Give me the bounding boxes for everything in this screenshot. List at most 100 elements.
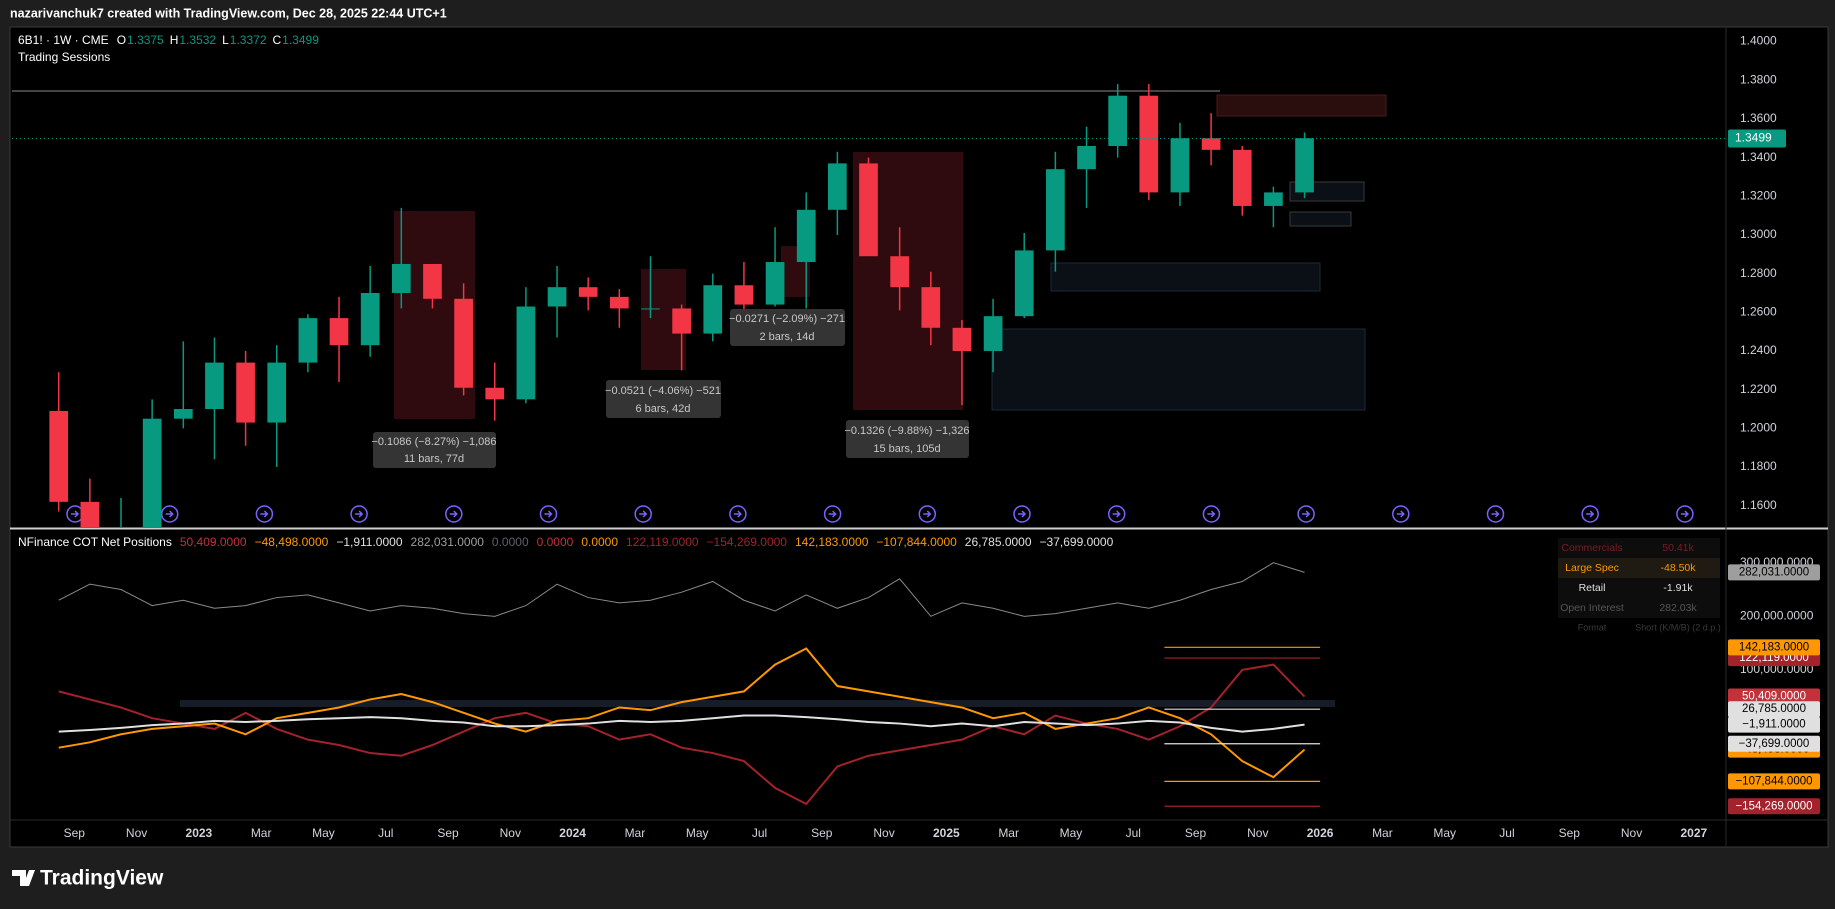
legend-text: C: [273, 33, 282, 47]
legend-text: 6B1! · 1W · CME: [18, 33, 109, 47]
candle-body: [578, 287, 598, 297]
candle-body: [298, 318, 318, 363]
candle-body: [267, 362, 287, 423]
session-icon-arrow: [355, 510, 364, 518]
candle-body: [1295, 138, 1314, 193]
table-value: -48.50k: [1660, 562, 1696, 574]
candle-body: [734, 285, 754, 305]
legend-text: −1,911.0000: [336, 535, 403, 549]
candle-body: [703, 285, 723, 334]
candle-body: [485, 387, 505, 400]
session-icon: [918, 505, 937, 523]
x-tick-label: May: [1433, 826, 1456, 840]
session-icon-arrow: [828, 510, 837, 518]
value-badge: [1728, 701, 1820, 718]
x-tick-label: May: [1060, 826, 1083, 840]
x-tick-label: 2024: [559, 826, 586, 840]
x-tick-label: Mar: [1372, 826, 1393, 840]
legend-text: 1.3375: [127, 33, 164, 47]
table-row: [1558, 578, 1720, 598]
session-icon: [1202, 505, 1221, 523]
legend-text: −107,844.0000: [876, 535, 957, 549]
value-badge-label: 142,183.0000: [1739, 641, 1809, 653]
logo: [12, 870, 35, 886]
candle-body: [423, 263, 442, 299]
candle-body: [547, 287, 567, 307]
legend-text: 122,119.0000: [626, 535, 699, 549]
session-icon: [539, 505, 558, 523]
x-tick-label: 2027: [1681, 826, 1708, 840]
x-tick-label: Nov: [500, 826, 521, 840]
series-line: [58, 562, 1305, 617]
series-line: [58, 647, 1306, 779]
legend-text: 1.3532: [179, 33, 216, 47]
legend-text: 0.0000: [492, 535, 529, 549]
table-row: [1558, 558, 1720, 578]
candle-body: [1264, 192, 1283, 206]
legend-text: −48,498.0000: [255, 535, 329, 549]
measure-box: [606, 380, 721, 418]
legend-text: 0.0000: [581, 535, 618, 549]
candle-body: [454, 298, 473, 388]
session-icon-arrow: [260, 510, 269, 518]
zone: [1050, 262, 1321, 292]
session-icon: [350, 505, 368, 523]
legend-text: O: [117, 33, 126, 47]
session-icon: [634, 505, 652, 523]
session-icon: [160, 505, 179, 523]
table-value: 282.03k: [1659, 602, 1697, 614]
session-icon-arrow: [1302, 510, 1311, 518]
y-tick-label: 200,000.0000: [1740, 608, 1814, 622]
candle-body: [921, 287, 941, 328]
y-tick-label: 1.3000: [1740, 227, 1777, 241]
x-tick-label: Sep: [437, 826, 459, 840]
legend-text: 1.3499: [282, 33, 319, 47]
study-name: Trading Sessions: [18, 50, 110, 64]
session-icon: [1486, 505, 1505, 523]
session-icon-arrow: [449, 510, 458, 518]
y-tick-label: 1.4000: [1740, 34, 1777, 48]
y-tick-label: 1.1800: [1740, 459, 1777, 473]
session-icon-arrow: [639, 510, 648, 518]
band: [180, 700, 1335, 707]
legend-text: −37,699.0000: [1040, 535, 1114, 549]
session-icon-arrow: [165, 510, 174, 518]
legend-text: 142,183.0000: [795, 535, 869, 549]
session-icon: [1013, 505, 1031, 523]
value-badge: [1728, 639, 1820, 656]
last-price-label: 1.3499: [1735, 131, 1772, 145]
y-tick-label: 1.3200: [1740, 188, 1777, 202]
value-badge: [1728, 798, 1820, 815]
x-tick-label: Mar: [998, 826, 1019, 840]
value-badge: [1728, 716, 1820, 733]
measure-change: −0.1326 (−9.88%) −1,326: [844, 425, 969, 437]
candle-body: [672, 308, 691, 334]
candle-body: [329, 318, 349, 346]
candle-body: [1077, 145, 1096, 170]
table-name: Retail: [1579, 582, 1606, 594]
x-tick-label: Mar: [251, 826, 272, 840]
candle-body: [890, 256, 909, 288]
session-icon-arrow: [1680, 510, 1689, 518]
value-badge-label: 50,409.0000: [1742, 691, 1806, 703]
x-tick-label: Nov: [126, 826, 147, 840]
candle-body: [360, 292, 380, 346]
session-icon-arrow: [1207, 510, 1216, 518]
session-icon-arrow: [923, 510, 932, 518]
candle-body: [516, 306, 536, 400]
candle-body: [1139, 95, 1159, 193]
session-icon-arrow: [1018, 510, 1027, 518]
measurements: −0.1086 (−8.27%) −1,086 11 bars, 77d −0.…: [371, 309, 970, 468]
session-icon: [1107, 505, 1126, 523]
y-tick-label: 1.3800: [1740, 72, 1777, 86]
measure-span: 2 bars, 14d: [759, 331, 814, 343]
candle-body: [828, 163, 847, 210]
y-tick-label: 1.3600: [1740, 111, 1777, 125]
legend-text: L: [222, 33, 229, 47]
zone: [1216, 94, 1387, 117]
x-tick-label: May: [686, 826, 709, 840]
y-tick-label: 1.2800: [1740, 266, 1777, 280]
measure-span: 11 bars, 77d: [404, 453, 464, 465]
candle-body: [49, 410, 69, 502]
